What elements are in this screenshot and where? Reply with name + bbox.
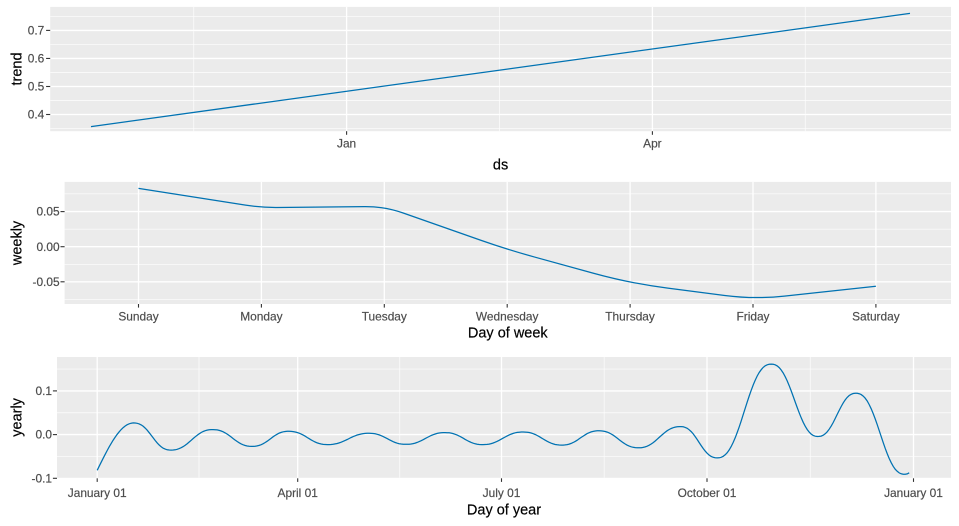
svg-text:Day of year: Day of year: [467, 503, 541, 519]
svg-text:Saturday: Saturday: [852, 309, 900, 323]
svg-text:yearly: yearly: [10, 397, 26, 436]
svg-text:trend: trend: [10, 52, 26, 85]
svg-text:July 01: July 01: [483, 486, 521, 500]
svg-text:Tuesday: Tuesday: [362, 309, 407, 323]
svg-text:weekly: weekly: [10, 220, 26, 266]
svg-text:Day of week: Day of week: [468, 325, 549, 341]
svg-text:0.7: 0.7: [28, 24, 45, 38]
svg-text:January 01: January 01: [884, 486, 943, 500]
svg-text:0.0: 0.0: [35, 428, 52, 442]
svg-text:-0.05: -0.05: [32, 275, 59, 289]
svg-text:0.1: 0.1: [35, 384, 52, 398]
svg-text:0.5: 0.5: [28, 80, 45, 94]
svg-text:Thursday: Thursday: [605, 309, 655, 323]
svg-text:ds: ds: [493, 158, 508, 174]
svg-text:Monday: Monday: [240, 309, 282, 323]
svg-text:January 01: January 01: [68, 486, 127, 500]
svg-text:Wednesday: Wednesday: [476, 309, 539, 323]
svg-text:October 01: October 01: [678, 486, 737, 500]
svg-text:0.6: 0.6: [28, 52, 45, 66]
svg-text:Sunday: Sunday: [118, 309, 158, 323]
svg-text:0.05: 0.05: [36, 205, 60, 219]
svg-text:Apr: Apr: [643, 137, 662, 151]
svg-text:0.4: 0.4: [28, 108, 45, 122]
svg-text:-0.1: -0.1: [32, 471, 53, 485]
svg-text:Jan: Jan: [337, 137, 356, 151]
svg-text:Friday: Friday: [736, 309, 769, 323]
svg-text:April 01: April 01: [278, 486, 319, 500]
svg-text:0.00: 0.00: [36, 240, 60, 254]
